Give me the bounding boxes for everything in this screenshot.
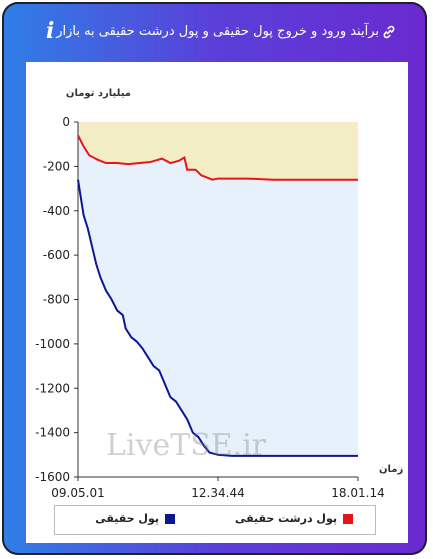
- chart-card: i برآیند ورود و خروج پول حقیقی و پول درش…: [2, 2, 427, 555]
- chart-title: برآیند ورود و خروج پول حقیقی و پول درشت …: [56, 24, 379, 39]
- legend-label-real-money: پول حقیقی: [95, 512, 159, 525]
- legend-item-big-real-money[interactable]: پول درشت حقیقی: [235, 512, 353, 525]
- legend-label-big-real-money: پول درشت حقیقی: [234, 512, 337, 525]
- legend-swatch-big-real-money: [343, 513, 353, 524]
- y-tick-label: -400: [43, 204, 70, 218]
- y-tick-label: -1600: [35, 470, 70, 484]
- plot-area: 0 -200 -400 -600 -800 -1000 -1200 -1400 -1600 09.…: [35, 115, 385, 500]
- y-tick-label: 0: [62, 115, 70, 129]
- card-header: i برآیند ورود و خروج پول حقیقی و پول درش…: [2, 2, 427, 62]
- y-tick-label: -1200: [35, 381, 70, 395]
- legend-swatch-real-money: [165, 513, 175, 524]
- info-icon[interactable]: i: [46, 18, 55, 44]
- series-line-real-money: [77, 179, 358, 457]
- x-axis-label: زمان: [379, 464, 404, 475]
- area-real-money: [78, 135, 358, 456]
- legend-item-real-money[interactable]: پول حقیقی: [95, 512, 175, 525]
- y-tick-label: -600: [43, 248, 70, 262]
- x-tick-label: 09.05.01: [51, 486, 104, 500]
- x-tick-label: 18.01.14: [331, 486, 384, 500]
- legend: پول درشت حقیقی پول حقیقی: [54, 505, 376, 535]
- y-tick-label: -1400: [35, 426, 70, 440]
- y-tick-label: -800: [43, 293, 70, 307]
- x-tick-label: 12.34.44: [191, 486, 244, 500]
- series-line-big-real-money: [77, 134, 358, 181]
- chart-panel: میلیارد تومان زمان 0 -200 -400 -600 -800 -100…: [26, 62, 408, 543]
- y-tick-label: -1000: [35, 337, 70, 351]
- watermark: LiveTSE.ir: [106, 428, 267, 463]
- area-big-real-money: [78, 122, 358, 180]
- y-tick-label: -200: [43, 159, 70, 173]
- y-axis-label: میلیارد تومان: [65, 88, 131, 99]
- link-icon[interactable]: [381, 24, 397, 40]
